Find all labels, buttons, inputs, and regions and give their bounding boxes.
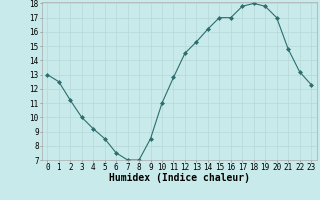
X-axis label: Humidex (Indice chaleur): Humidex (Indice chaleur) xyxy=(109,173,250,183)
